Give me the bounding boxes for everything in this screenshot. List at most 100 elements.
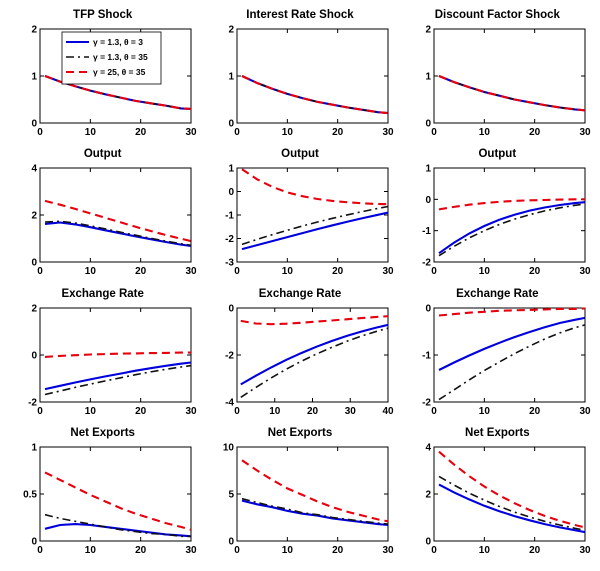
x-tick-label: 30: [580, 266, 592, 277]
x-tick-label: 10: [282, 127, 294, 138]
plot-canvas-exchange-rate-2: -4 -2 0 0 10 20 30 40: [225, 303, 394, 417]
plot-frame: [433, 28, 586, 124]
y-tick-label: 0: [426, 195, 432, 206]
x-tick-label: 10: [479, 127, 491, 138]
y-tick-label: 0: [426, 119, 432, 130]
y-tick-label: 0: [228, 187, 234, 198]
x-tick-label: 20: [135, 266, 147, 277]
y-tick-label: 2: [31, 211, 37, 222]
x-tick-label: 0: [432, 406, 438, 417]
y-tick-label: 5: [228, 489, 234, 500]
plot-frame: [433, 167, 586, 263]
x-tick-label: 0: [37, 545, 43, 556]
y-tick-label: 2: [228, 25, 234, 36]
series-line-black: [241, 205, 389, 246]
x-tick-label: 0: [37, 266, 43, 277]
x-tick-label: 20: [135, 127, 147, 138]
subplot-title: Output: [281, 148, 319, 161]
x-tick-label: 20: [135, 545, 147, 556]
x-tick-label: 10: [479, 545, 491, 556]
legend-label: γ = 1.3, θ = 35: [93, 52, 148, 62]
y-tick-label: 0: [31, 119, 37, 130]
x-tick-label: 30: [580, 545, 592, 556]
x-tick-label: 30: [185, 545, 197, 556]
x-tick-label: 0: [432, 127, 438, 138]
series-line-blue: [438, 201, 586, 255]
plot-frame: [39, 446, 192, 542]
y-tick-label: 0: [31, 536, 37, 547]
legend-label: γ = 1.3, θ = 3: [93, 37, 143, 47]
series-line-red: [44, 75, 191, 110]
series-line-black: [44, 364, 191, 395]
y-tick-label: 1: [228, 72, 234, 83]
y-tick-label: 10: [223, 442, 235, 453]
y-tick-label: 0: [426, 303, 432, 314]
y-tick-label: -2: [28, 397, 37, 408]
series-line-red: [241, 75, 389, 115]
plot-canvas-net-exports-2: 0 5 10 0 10 20 30: [223, 442, 394, 556]
x-tick-label: 30: [185, 127, 197, 138]
y-tick-label: 0: [228, 119, 234, 130]
subplot-title: Discount Factor Shock: [434, 9, 560, 21]
x-tick-label: 20: [135, 406, 147, 417]
series-line-blue: [44, 360, 191, 390]
y-tick-label: -4: [225, 397, 234, 408]
x-tick-label: 30: [185, 266, 197, 277]
series-line-black: [44, 220, 191, 247]
plot-canvas-output-1: 0 2 4 0 10 20 30: [31, 164, 197, 278]
y-tick-label: -1: [422, 350, 431, 361]
legend-box: [61, 31, 162, 85]
x-tick-label: 30: [382, 266, 394, 277]
y-tick-label: -1: [422, 226, 431, 237]
subplot-title: Output: [478, 148, 517, 161]
x-tick-label: 10: [282, 266, 294, 277]
subplot-output-1: Output 0 2 4 0 10 20 30: [4, 147, 201, 286]
x-tick-label: 30: [345, 406, 357, 417]
y-tick-label: -2: [225, 234, 234, 245]
plot-canvas-net-exports-3: 0 2 4 0 10 20 30: [426, 442, 592, 556]
series-line-red: [44, 471, 191, 531]
x-tick-label: 0: [432, 545, 438, 556]
subplot-output-3: Output -2 -1 0 1 0 10 20 30: [399, 147, 596, 286]
series-line-red: [241, 459, 389, 523]
x-tick-label: 0: [234, 127, 240, 138]
x-tick-label: 10: [84, 127, 96, 138]
subplot-output-2: Output -3 -2 -1 0 1 0 10 20 30: [201, 147, 398, 286]
x-tick-label: 20: [529, 127, 541, 138]
series-line-blue: [438, 316, 586, 371]
series-line-red: [241, 168, 389, 206]
x-tick-label: 20: [332, 545, 344, 556]
series-line-blue: [438, 483, 586, 533]
subplot-title: Interest Rate Shock: [246, 9, 354, 21]
y-tick-label: -2: [225, 350, 234, 361]
x-tick-label: 20: [332, 266, 344, 277]
x-tick-label: 10: [84, 266, 96, 277]
subplot-net-exports-1: Net Exports 0 0.5 1 0 10 20 30: [4, 426, 201, 565]
subplot-net-exports-2: Net Exports 0 5 10 0 10 20 30: [201, 426, 398, 565]
subplot-title: Exchange Rate: [456, 287, 539, 300]
y-tick-label: 0: [31, 350, 37, 361]
subplot-title: TFP Shock: [73, 9, 133, 21]
x-tick-label: 30: [580, 127, 592, 138]
y-tick-label: 1: [228, 164, 234, 175]
x-tick-label: 30: [185, 406, 197, 417]
series-line-blue: [44, 221, 191, 248]
x-tick-label: 30: [382, 127, 394, 138]
series-line-blue: [241, 211, 389, 251]
series-line-red: [44, 200, 191, 243]
y-tick-label: -3: [225, 258, 234, 269]
x-tick-label: 0: [234, 406, 240, 417]
subplot-exchange-rate-2: Exchange Rate -4 -2 0 0 10 20 30 40: [201, 287, 398, 426]
plot-frame: [236, 446, 389, 542]
x-tick-label: 10: [479, 406, 491, 417]
subplot-title: Output: [83, 148, 122, 161]
subplot-discount-factor-shock: Discount Factor Shock 0 1 2 0 10 20 30: [399, 8, 596, 147]
subplot-interest-rate-shock: Interest Rate Shock 0 1 2 0 10 20 30: [201, 8, 398, 147]
